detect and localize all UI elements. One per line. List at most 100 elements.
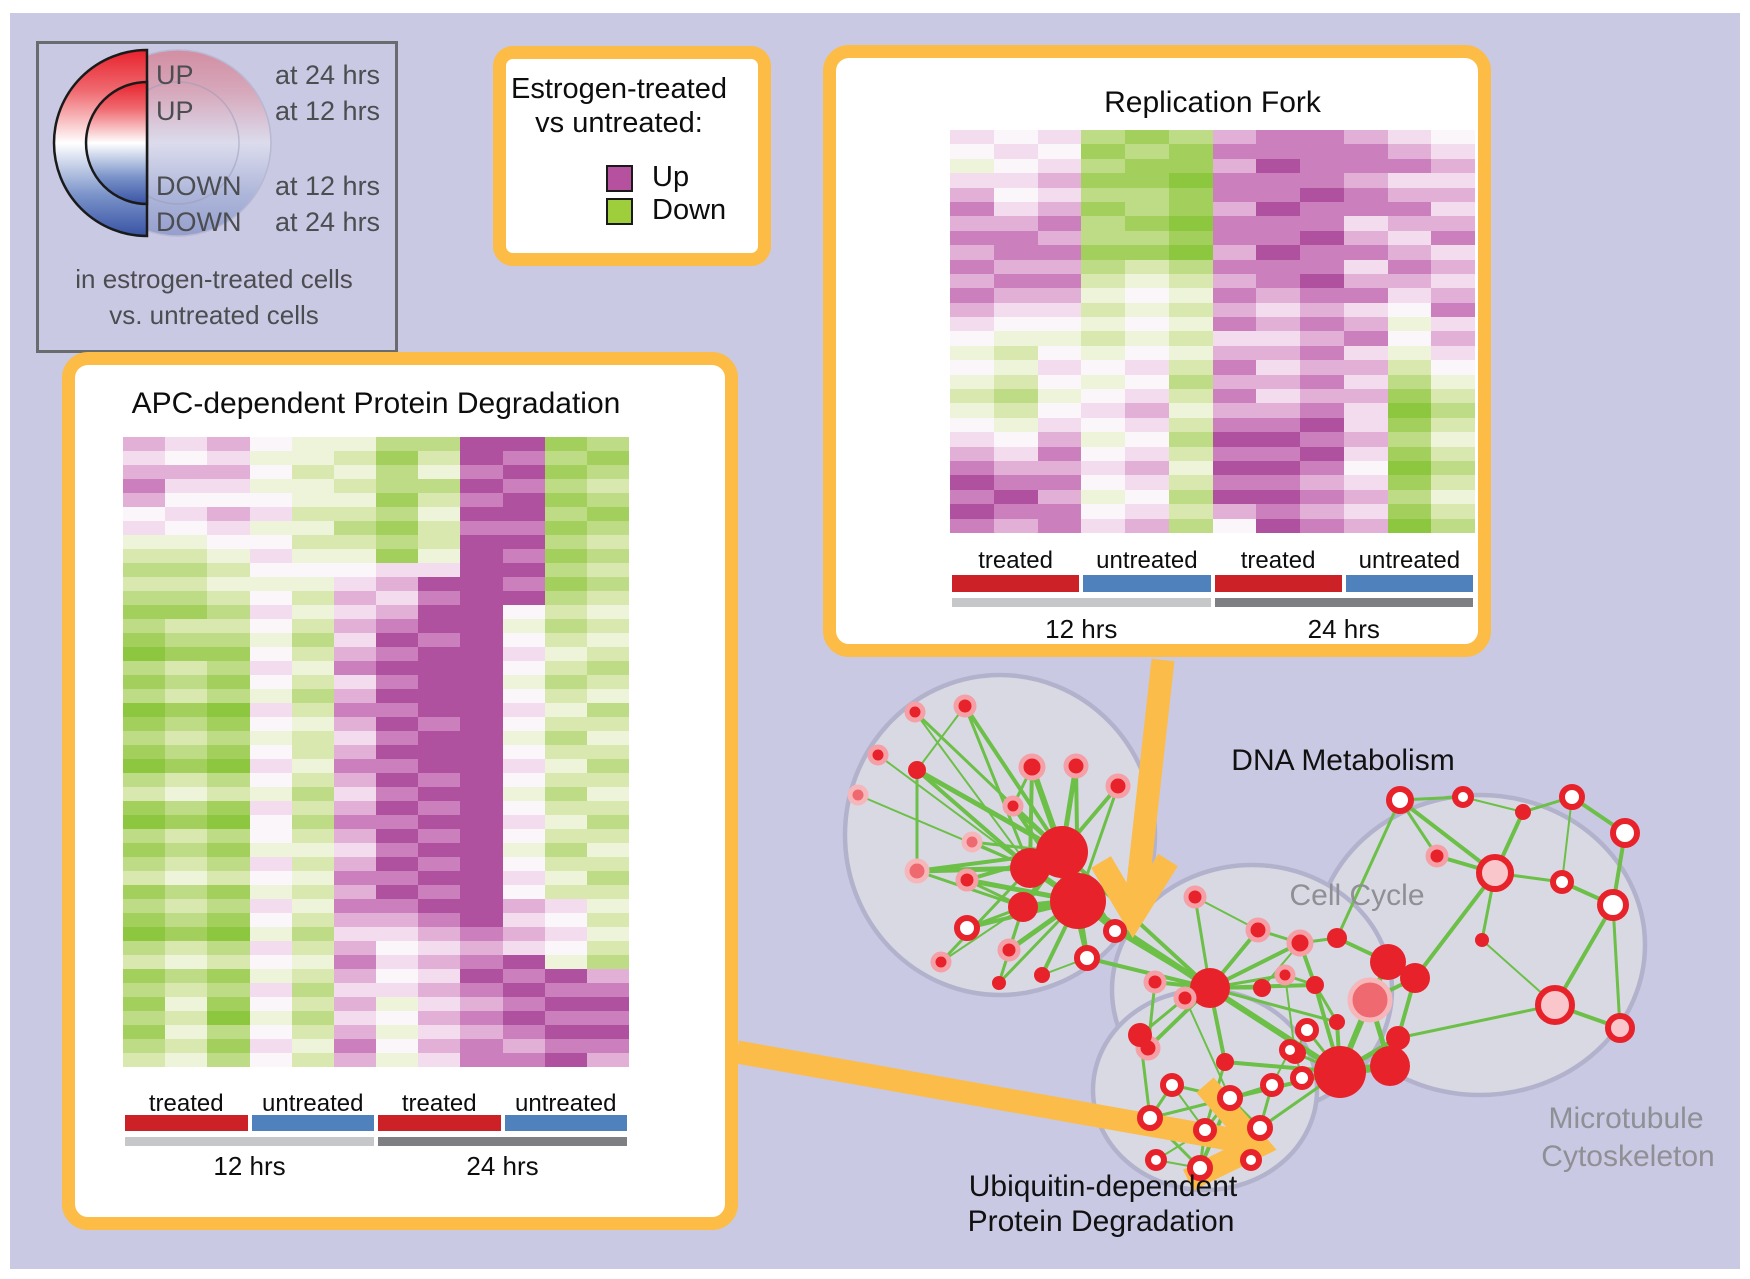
heatmap-row [123,633,630,647]
heatmap-cell [1300,259,1344,274]
heatmap-cell [249,1025,292,1039]
heatmap-cell [207,591,250,605]
heatmap-cell [950,273,994,289]
ring-time-down-24: at 24 hrs [275,207,381,237]
heatmap-cell [950,475,994,490]
heatmap-cell [586,703,630,717]
heatmap-cell [165,675,208,689]
heatmap-cell [207,955,250,969]
condition-label: untreated [1358,547,1461,574]
heatmap-cell [1125,302,1169,318]
heatmap-cell [544,731,587,745]
heatmap-cell [291,1053,334,1067]
heatmap-cell [1343,259,1388,274]
replication-fork-heatmap [950,130,1475,533]
heatmap-cell [291,927,334,941]
heatmap-cell [333,521,377,535]
time-bar-12hrs [125,1137,374,1146]
heatmap-cell [1081,273,1125,289]
apc-degradation-panel: APC-dependent Protein Degradation treate… [62,352,738,1230]
heatmap-row [950,403,1475,418]
heatmap-cell [1081,489,1125,505]
heatmap-cell [502,815,545,829]
heatmap-cell [1256,245,1300,260]
heatmap-cell [1431,345,1475,361]
heatmap-cell [165,703,208,717]
heatmap-cell [1431,389,1475,404]
heatmap-cell [1081,302,1125,318]
heatmap-cell [1431,446,1475,461]
heatmap-cell [993,130,1038,145]
heatmap-cell [502,647,545,661]
time-bar-12hrs [952,598,1211,607]
heatmap-cell [1212,144,1257,159]
heatmap-cell [1212,173,1257,188]
heatmap-row [950,446,1475,461]
heatmap-cell [333,451,377,465]
heatmap-cell [165,1025,208,1039]
heatmap-cell [291,745,334,759]
treated-bar [378,1115,501,1131]
heatmap-cell [544,955,587,969]
heatmap-cell [249,675,292,689]
heatmap-cell [1256,331,1300,346]
heatmap-cell [376,899,419,913]
heatmap-cell [1256,144,1300,159]
heatmap-row [123,759,630,773]
heatmap-cell [460,857,503,871]
heatmap-cell [502,591,545,605]
heatmap-cell [165,619,208,633]
comparison-legend-title-line1: Estrogen-treated [510,73,727,105]
heatmap-cell [1431,173,1475,188]
heatmap-cell [586,451,630,465]
heatmap-cell [123,745,166,759]
heatmap-cell [1387,144,1432,159]
heatmap-cell [1431,374,1475,390]
heatmap-cell [1125,518,1169,533]
apc-degradation-title: APC-dependent Protein Degradation [131,387,621,420]
heatmap-cell [1256,158,1300,174]
heatmap-cell [1081,518,1125,533]
heatmap-cell [1256,288,1300,303]
heatmap-cell [1256,259,1300,274]
heatmap-cell [376,465,419,479]
heatmap-cell [165,815,208,829]
heatmap-cell [249,857,292,871]
heatmap-cell [1300,230,1344,246]
heatmap-cell [586,941,630,955]
heatmap-cell [993,417,1038,433]
heatmap-cell [418,507,461,521]
heatmap-row [123,661,630,675]
heatmap-row [950,230,1475,246]
heatmap-cell [165,983,208,997]
heatmap-cell [1037,144,1082,159]
heatmap-cell [291,759,334,773]
heatmap-row [123,1011,630,1025]
heatmap-cell [1037,432,1082,447]
heatmap-cell [502,801,545,815]
heatmap-cell [1037,130,1082,145]
heatmap-cell [418,983,461,997]
heatmap-cell [1081,331,1125,346]
heatmap-cell [1037,288,1082,303]
heatmap-cell [165,731,208,745]
heatmap-cell [544,969,587,983]
split-ring-glyph [52,48,272,238]
heatmap-cell [291,829,334,843]
heatmap-cell [1037,230,1082,246]
heatmap-cell [1212,259,1257,274]
heatmap-cell [544,689,587,703]
heatmap-cell [333,1025,377,1039]
heatmap-cell [207,745,250,759]
heatmap-cell [1212,230,1257,246]
heatmap-cell [460,675,503,689]
heatmap-cell [1343,504,1388,519]
heatmap-cell [1431,158,1475,174]
heatmap-cell [586,773,630,787]
comparison-legend-box: Estrogen-treated vs untreated: Up Down [493,46,771,266]
heatmap-cell [376,661,419,675]
heatmap-cell [1387,460,1432,476]
heatmap-cell [1037,173,1082,188]
heatmap-cell [1431,201,1475,217]
heatmap-cell [1343,302,1388,318]
